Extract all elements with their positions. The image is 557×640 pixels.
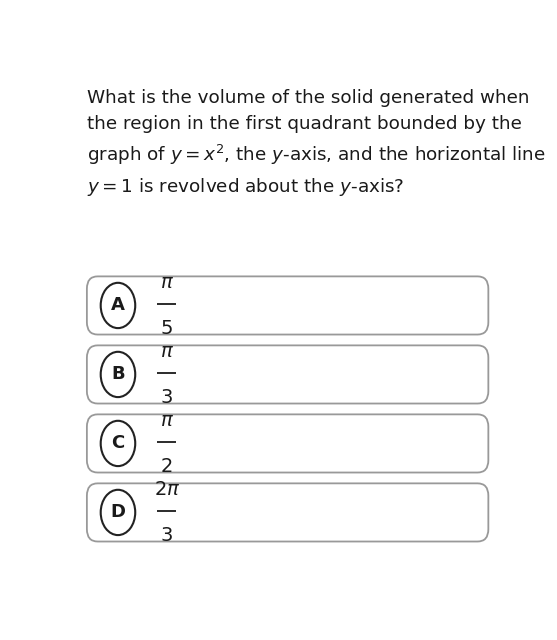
Text: D: D xyxy=(110,504,125,522)
Ellipse shape xyxy=(101,283,135,328)
FancyBboxPatch shape xyxy=(87,276,488,335)
Text: B: B xyxy=(111,365,125,383)
Ellipse shape xyxy=(101,490,135,535)
FancyBboxPatch shape xyxy=(87,414,488,472)
Ellipse shape xyxy=(101,352,135,397)
Text: $\pi$: $\pi$ xyxy=(160,273,174,292)
Text: 3: 3 xyxy=(160,526,173,545)
Text: What is the volume of the solid generated when
the region in the first quadrant : What is the volume of the solid generate… xyxy=(87,89,545,198)
FancyBboxPatch shape xyxy=(87,346,488,404)
Text: $\pi$: $\pi$ xyxy=(160,411,174,429)
Text: $\pi$: $\pi$ xyxy=(160,342,174,361)
Text: C: C xyxy=(111,435,125,452)
Text: $2\pi$: $2\pi$ xyxy=(154,479,180,499)
Text: 2: 2 xyxy=(160,457,173,476)
FancyBboxPatch shape xyxy=(87,483,488,541)
Text: 5: 5 xyxy=(160,319,173,339)
Ellipse shape xyxy=(101,420,135,466)
Text: 3: 3 xyxy=(160,388,173,407)
Text: A: A xyxy=(111,296,125,314)
